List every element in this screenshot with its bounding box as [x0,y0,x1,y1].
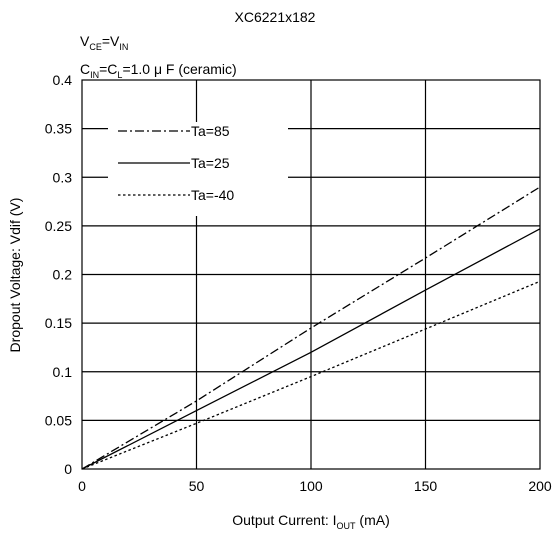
y-tick-label: 0.4 [53,72,73,88]
y-tick-label: 0 [64,461,72,477]
legend: Ta=85 Ta=25 Ta=-40 [118,123,234,203]
series-line-Ta=85 [81,186,541,470]
x-tick-label: 100 [299,478,323,494]
condition-vce: VCE=VIN [80,33,128,52]
y-tick-label: 0.35 [45,121,72,137]
y-tick-label: 0.25 [45,218,72,234]
y-tick-label: 0.3 [53,169,73,185]
x-tick-labels: 0 50 100 150 200 [78,478,552,494]
y-axis-label: Dropout Voltage: Vdif (V) [7,198,23,353]
condition-capacitors: CIN=CL=1.0 μ F (ceramic) [80,61,237,80]
plot-area-border [81,79,541,470]
legend-label: Ta=85 [191,123,230,139]
y-tick-label: 0.2 [53,267,73,283]
y-tick-label: 0.05 [45,412,72,428]
series-line-Ta=25 [81,228,541,470]
x-tick-label: 50 [189,478,205,494]
y-tick-label: 0.1 [53,364,73,380]
x-tick-label: 150 [414,478,438,494]
x-axis-label: Output Current: IOUT (mA) [232,512,390,531]
series-line-Ta=-40 [81,280,541,470]
legend-label: Ta=-40 [191,187,234,203]
y-tick-labels: 0 0.05 0.1 0.15 0.2 0.25 0.3 0.35 0.4 [45,72,72,477]
x-tick-label: 200 [528,478,552,494]
x-tick-label: 0 [78,478,86,494]
y-tick-label: 0.15 [45,315,72,331]
chart-title: XC6221x182 [235,9,316,25]
series-lines [81,186,541,470]
legend-box [108,122,288,216]
legend-label: Ta=25 [191,155,230,171]
